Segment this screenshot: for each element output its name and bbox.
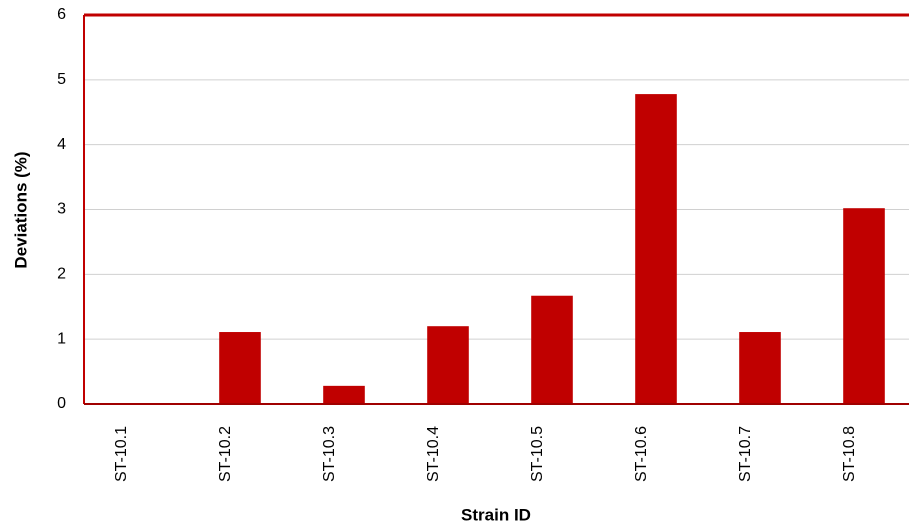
y-tick-label: 2	[57, 266, 66, 283]
x-tick-label: ST-10.3	[321, 426, 338, 482]
x-tick-label: ST-10.7	[737, 426, 754, 482]
y-tick-label: 6	[57, 6, 66, 23]
x-tick-label: ST-10.4	[425, 426, 442, 482]
bar	[323, 385, 365, 404]
bar	[843, 208, 885, 404]
bar	[739, 332, 781, 404]
x-tick-label: ST-10.5	[529, 426, 546, 482]
x-tick-label: ST-10.6	[633, 426, 650, 482]
x-tick-label: ST-10.2	[217, 426, 234, 482]
y-tick-label: 1	[57, 330, 66, 347]
bar	[427, 326, 469, 404]
x-tick-label: ST-10.1	[113, 426, 130, 482]
bar	[531, 295, 573, 404]
y-tick-label: 3	[57, 201, 66, 218]
y-tick-label: 0	[57, 395, 66, 412]
bar	[219, 332, 261, 404]
y-tick-label: 4	[57, 136, 66, 153]
y-axis-title: Deviations (%)	[11, 151, 30, 268]
bar	[635, 94, 677, 404]
x-tick-label: ST-10.8	[841, 426, 858, 482]
x-axis-title: Strain ID	[461, 505, 531, 524]
y-tick-label: 5	[57, 71, 66, 88]
